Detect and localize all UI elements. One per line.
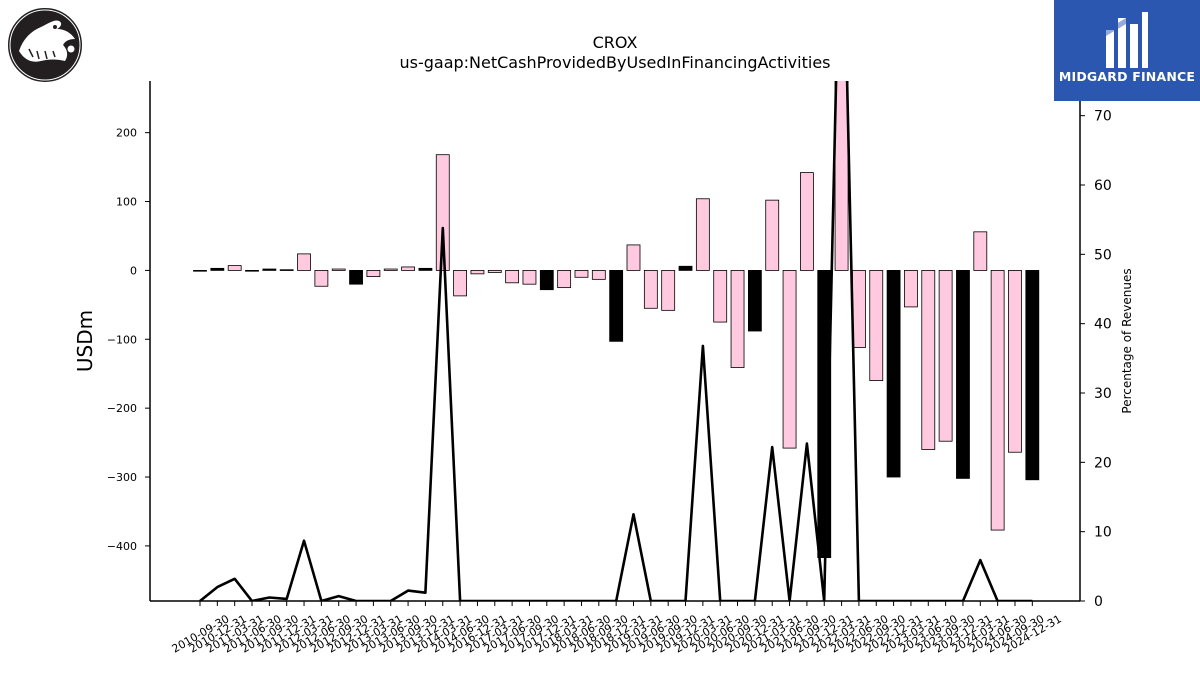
pct-of-revenues-line [199, 81, 1033, 601]
bar [938, 270, 953, 442]
bar [834, 81, 849, 271]
bar [869, 270, 884, 382]
y-tick-label: −300 [107, 471, 137, 484]
y-tick-label: 100 [116, 196, 137, 209]
bar [973, 231, 988, 271]
bar [921, 270, 936, 450]
y-axis-label: USDm [73, 310, 97, 372]
bar [366, 270, 381, 278]
brand-name: MIDGARD FINANCE [1058, 69, 1196, 84]
bar [349, 270, 363, 285]
bar [401, 266, 415, 271]
midgard-mark-icon [1106, 12, 1148, 68]
bar [1025, 270, 1040, 481]
y2-tick-label: 70 [1094, 109, 1112, 125]
bar [227, 265, 242, 271]
bar [262, 268, 277, 271]
bar [852, 270, 866, 348]
y2-axis-label: Percentage of Revenues [1120, 268, 1134, 413]
bar [747, 270, 762, 332]
bars-group [193, 81, 1040, 559]
bar [505, 270, 520, 284]
bar [314, 270, 329, 287]
y-tick-label: −200 [107, 402, 137, 415]
y2-tick-label: 10 [1094, 525, 1112, 541]
y-tick-label: 200 [116, 127, 137, 140]
chart-subtitle: us-gaap:NetCashProvidedByUsedInFinancing… [399, 53, 830, 72]
bar [956, 270, 970, 479]
crocodile-logo [5, 5, 85, 85]
bar [782, 270, 797, 449]
y2-tick-label: 60 [1094, 178, 1112, 194]
y2-tick-label: 20 [1094, 455, 1112, 471]
bar [557, 270, 572, 289]
bar [626, 244, 641, 271]
bar [678, 265, 693, 271]
bar [591, 270, 606, 280]
bar [418, 267, 433, 271]
bar [695, 198, 710, 271]
y-tick-label: 0 [130, 264, 137, 277]
bar [661, 270, 676, 311]
bar [539, 270, 554, 291]
bar [193, 270, 207, 272]
chart-title: CROX [593, 33, 638, 52]
y2-tick-label: 50 [1094, 247, 1112, 263]
bar [470, 270, 485, 275]
bar [765, 199, 780, 271]
bar [435, 154, 450, 271]
bar [245, 270, 259, 272]
bar [453, 270, 468, 297]
bar [574, 270, 589, 278]
bar [800, 172, 814, 271]
bar [487, 270, 502, 273]
bar [990, 270, 1005, 531]
bar [609, 270, 624, 342]
bar [331, 268, 346, 271]
bar [730, 270, 745, 368]
bar [643, 270, 658, 309]
bar [383, 268, 398, 271]
axes-group: −400−300−200−100010020001020304050607020… [107, 81, 1112, 656]
midgard-finance-logo: MIDGARD FINANCE [1054, 0, 1200, 101]
bar [522, 270, 537, 285]
y2-tick-label: 30 [1094, 386, 1112, 402]
bar [279, 269, 294, 271]
crocodile-icon [6, 6, 84, 84]
bar [297, 253, 311, 271]
y-tick-label: −400 [107, 540, 137, 553]
bar [210, 267, 225, 271]
bar [904, 270, 918, 308]
bar [886, 270, 901, 478]
y2-tick-label: 0 [1094, 594, 1103, 610]
bar [713, 270, 728, 323]
pct-line-group [199, 81, 1033, 601]
y2-tick-label: 40 [1094, 317, 1112, 333]
y-tick-label: −100 [107, 333, 137, 346]
bar [1008, 270, 1022, 453]
